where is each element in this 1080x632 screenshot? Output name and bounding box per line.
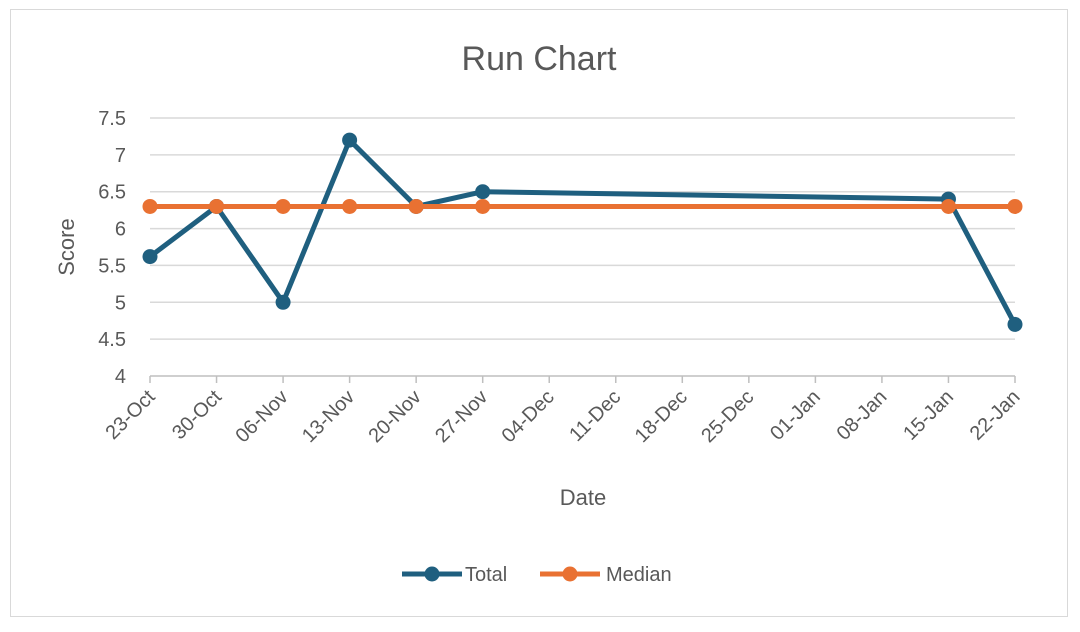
x-tick-label: 06-Nov (231, 386, 292, 447)
legend-label: Total (465, 564, 507, 586)
data-point (1007, 198, 1023, 214)
y-axis-ticks: 4 4.5 5 5.5 6 6.5 7 7.5 (98, 108, 126, 388)
data-point (475, 184, 491, 200)
y-tick-label: 6.5 (98, 182, 126, 204)
data-point (342, 198, 358, 214)
x-tick-label: 04-Dec (498, 386, 559, 447)
y-tick-label: 6 (115, 219, 126, 241)
x-tick-label: 23-Oct (102, 386, 160, 444)
data-point (142, 249, 158, 265)
x-tick-label: 22-Jan (966, 386, 1025, 445)
data-point (408, 198, 424, 214)
x-tick-label: 13-Nov (298, 386, 359, 447)
x-tick-label: 30-Oct (168, 386, 226, 444)
legend-label: Median (606, 564, 672, 586)
series-median (142, 198, 1023, 214)
x-tick-label: 27-Nov (431, 386, 492, 447)
legend: Total Median (402, 564, 672, 586)
legend-item-total: Total (402, 564, 507, 586)
y-tick-label: 7 (115, 145, 126, 167)
chart-frame (10, 9, 1068, 617)
x-tick-label: 20-Nov (365, 386, 426, 447)
x-tick-label: 25-Dec (697, 386, 758, 447)
chart-title: Run Chart (462, 40, 618, 78)
x-axis-title: Date (560, 485, 606, 510)
x-axis: 23-Oct 30-Oct 06-Nov 13-Nov 20-Nov 27-Nov 04-D… (102, 376, 1025, 447)
data-point (475, 198, 491, 214)
data-point (940, 198, 956, 214)
series-line (148, 137, 1018, 326)
x-tick-label: 11-Dec (565, 386, 625, 446)
data-point (142, 198, 158, 214)
data-point (209, 198, 225, 214)
y-tick-label: 7.5 (98, 108, 126, 130)
legend-marker (424, 566, 440, 582)
data-point (275, 198, 291, 214)
data-point (342, 132, 358, 148)
y-tick-label: 5 (115, 292, 126, 314)
x-tick-label: 01-Jan (766, 386, 825, 445)
y-tick-label: 5.5 (98, 255, 126, 277)
series-layer (142, 132, 1023, 332)
data-point (275, 294, 291, 310)
legend-item-median: Median (540, 564, 672, 586)
y-tick-label: 4.5 (98, 329, 126, 351)
x-tick-label: 08-Jan (833, 386, 892, 445)
y-axis-title: Score (54, 218, 79, 275)
x-tick-label: 15-Jan (899, 386, 958, 445)
y-tick-label: 4 (115, 366, 126, 388)
data-point (1007, 316, 1023, 332)
x-tick-label: 18-Dec (631, 386, 692, 447)
gridlines (150, 117, 1015, 377)
legend-marker (562, 566, 578, 582)
